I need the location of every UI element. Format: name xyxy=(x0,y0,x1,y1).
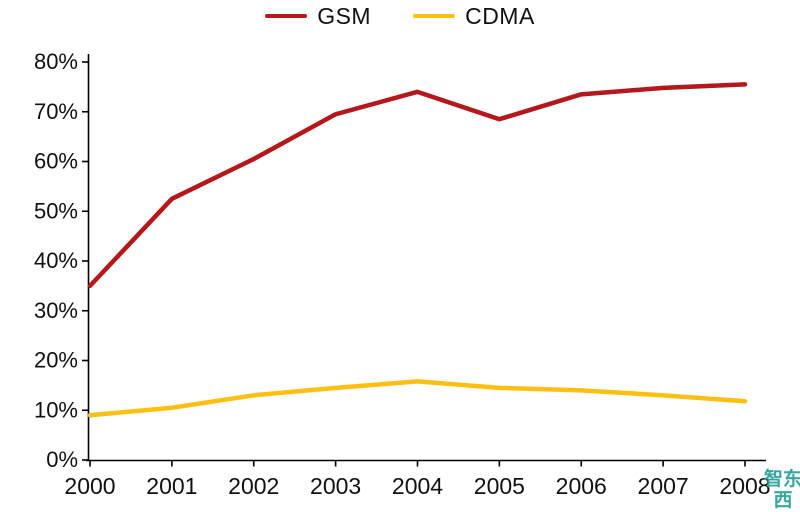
x-tick-label: 2003 xyxy=(310,473,361,499)
chart-legend: GSM CDMA xyxy=(0,2,800,30)
x-tick-label: 2001 xyxy=(146,473,197,499)
y-tick-label: 10% xyxy=(34,397,78,422)
y-tick-label: 50% xyxy=(34,198,78,223)
x-tick-label: 2006 xyxy=(556,473,607,499)
cdma-line-swatch xyxy=(413,13,456,19)
y-tick-label: 30% xyxy=(34,298,78,323)
x-tick-label: 2008 xyxy=(719,473,770,499)
legend-label-cdma: CDMA xyxy=(465,2,535,29)
x-tick-label: 2005 xyxy=(474,473,525,499)
y-tick-label: 60% xyxy=(34,149,78,174)
x-tick-label: 2007 xyxy=(638,473,689,499)
x-tick-label: 2004 xyxy=(392,473,443,499)
x-tick-label: 2000 xyxy=(64,473,115,499)
y-tick-label: 20% xyxy=(34,348,78,373)
y-tick-label: 0% xyxy=(46,447,78,472)
gsm-line-swatch xyxy=(265,13,308,19)
y-tick-label: 40% xyxy=(34,248,78,273)
legend-item-cdma: CDMA xyxy=(413,3,535,30)
legend-label-gsm: GSM xyxy=(317,2,372,29)
x-tick-label: 2002 xyxy=(228,473,279,499)
series-line-gsm xyxy=(87,82,748,289)
y-tick-label: 70% xyxy=(34,99,78,124)
series-line-cdma xyxy=(87,379,748,418)
legend-item-gsm: GSM xyxy=(265,3,371,30)
y-tick-label: 80% xyxy=(34,49,78,74)
watermark-logo: 智东西 xyxy=(763,469,800,512)
